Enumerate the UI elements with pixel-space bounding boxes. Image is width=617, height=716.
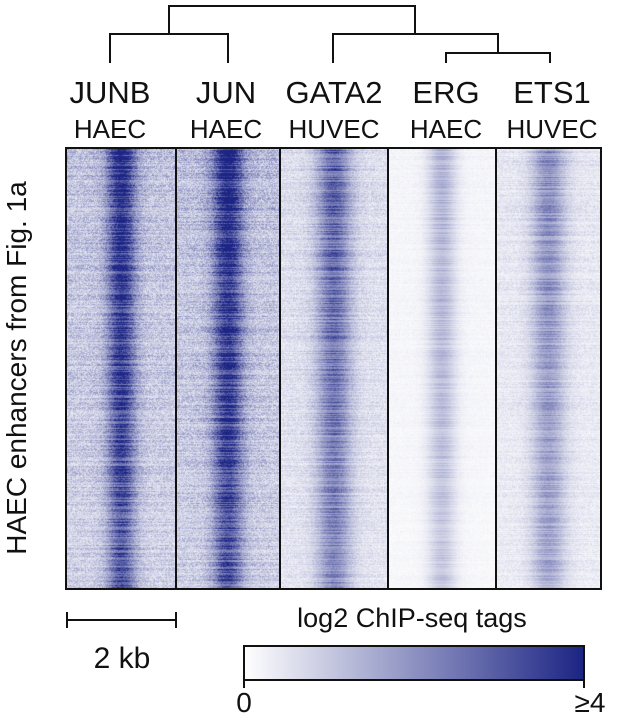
column-factor-label: GATA2 (285, 75, 382, 110)
y-axis-label: HAEC enhancers from Fig. 1a (1, 181, 32, 555)
dendrogram-branch-erg-ets1 (445, 52, 551, 63)
column-cell-label: HAEC (74, 114, 146, 144)
column-factor-label: JUN (196, 75, 256, 110)
dendrogram-branch-junb-jun (109, 33, 229, 63)
scale-bar-label: 2 kb (94, 642, 151, 675)
heatmap-panel-junb (67, 149, 176, 588)
dendrogram (109, 5, 551, 63)
colorbar (243, 645, 585, 681)
column-factor-label: ERG (412, 75, 479, 110)
heatmap-panel-erg (388, 149, 496, 588)
column-cell-label: HAEC (410, 114, 482, 144)
scale-bar (66, 612, 177, 628)
heatmap-panel-jun (176, 149, 280, 588)
column-cell-label: HUVEC (288, 114, 379, 144)
column-factor-label: ETS1 (513, 75, 591, 110)
heatmap-panel-ets1 (496, 149, 601, 588)
dendrogram-branch-gata2-ergets1 (332, 33, 499, 63)
dendrogram-branch-root (168, 5, 416, 34)
column-cell-label: HAEC (190, 114, 262, 144)
heatmap-panel-gata2 (280, 149, 388, 588)
column-headers: JUNB HAEC JUN HAEC GATA2 HUVEC ERG HAEC … (70, 75, 598, 144)
column-factor-label: JUNB (70, 75, 151, 110)
column-cell-label: HUVEC (506, 114, 597, 144)
colorbar-min-label: 0 (236, 687, 252, 716)
colorbar-max-label: ≥4 (575, 687, 606, 716)
colorbar-title: log2 ChIP-seq tags (297, 603, 527, 633)
